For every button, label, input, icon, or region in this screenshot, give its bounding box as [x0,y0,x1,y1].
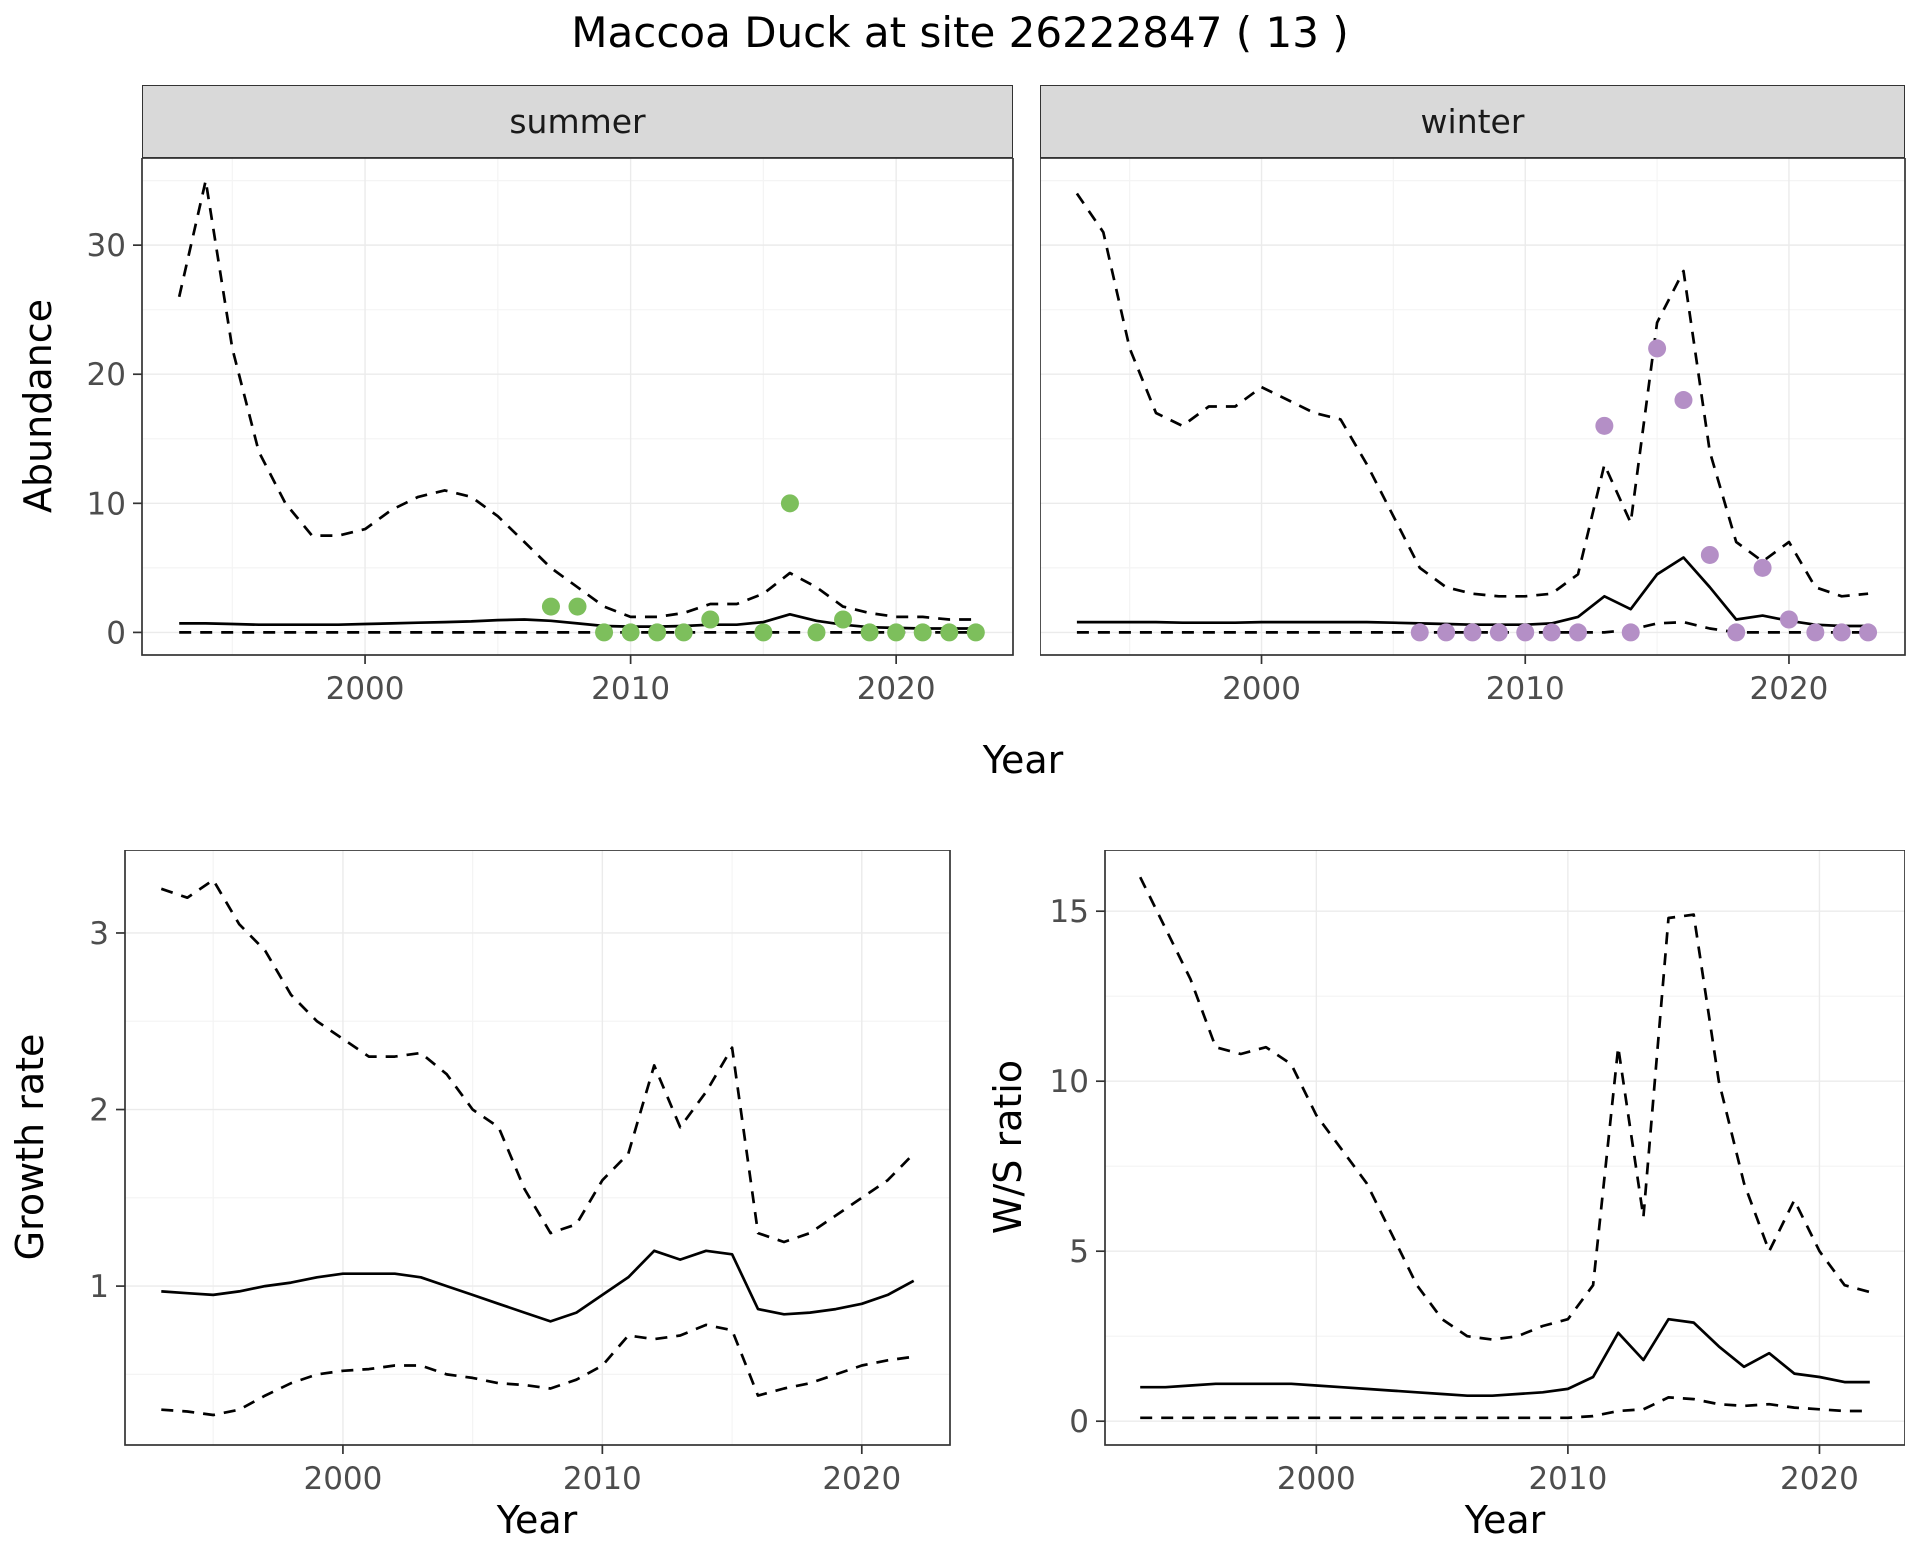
ws-year-axis-label: Year [1464,1498,1546,1542]
panel-ws-ratio: 2000 2010 2020 0 5 10 15 [1020,849,1906,1505]
svg-text:2010: 2010 [563,1461,642,1497]
facet-strip-summer-label: summer [509,102,646,141]
svg-text:2010: 2010 [1528,1461,1607,1497]
svg-text:2020: 2020 [1750,671,1829,707]
svg-text:3: 3 [89,916,109,952]
svg-text:2020: 2020 [1780,1461,1859,1497]
facet-strip-winter: winter [1040,85,1905,158]
panel-growth-rate: 2000 2010 2020 1 2 3 [40,849,955,1505]
svg-text:20: 20 [87,357,126,393]
panel-winter-abundance: 2000 2010 2020 [1039,157,1907,713]
facet-strip-winter-label: winter [1420,102,1525,141]
facet-strip-summer: summer [142,85,1013,158]
top-year-axis-label: Year [982,738,1064,782]
svg-text:2010: 2010 [1486,671,1565,707]
svg-text:1: 1 [89,1269,109,1305]
svg-text:0: 0 [106,615,126,651]
svg-text:2020: 2020 [857,671,936,707]
svg-text:2000: 2000 [303,1461,382,1497]
svg-text:10: 10 [87,486,126,522]
svg-text:2000: 2000 [1222,671,1301,707]
panel-summer-abundance: 2000 2010 2020 0 10 20 30 [52,157,1015,713]
svg-text:2010: 2010 [591,671,670,707]
svg-text:2: 2 [89,1093,109,1129]
svg-text:15: 15 [1050,894,1089,930]
growth-year-axis-label: Year [496,1498,578,1542]
svg-text:0: 0 [1069,1404,1089,1440]
figure-title: Maccoa Duck at site 26222847 ( 13 ) [571,8,1349,57]
svg-text:2000: 2000 [326,671,405,707]
svg-text:10: 10 [1050,1064,1089,1100]
svg-text:2020: 2020 [822,1461,901,1497]
svg-text:2000: 2000 [1277,1461,1356,1497]
svg-text:5: 5 [1069,1234,1089,1270]
svg-text:30: 30 [87,228,126,264]
